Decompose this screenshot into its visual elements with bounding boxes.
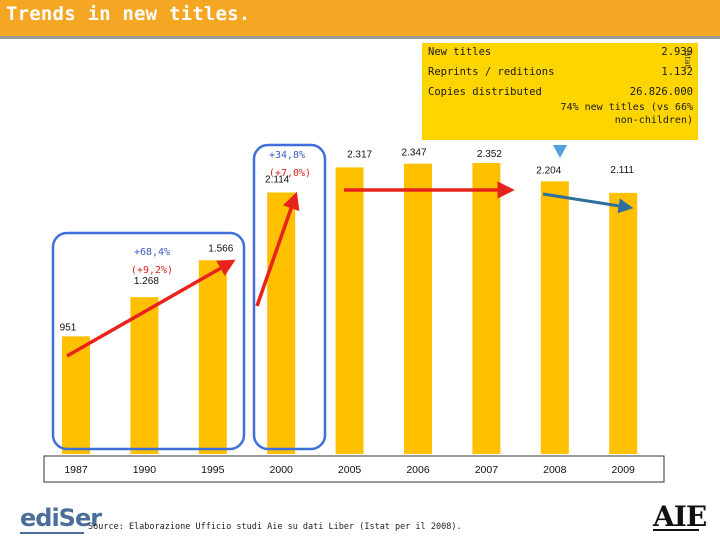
trend-arrow-2007-2009 xyxy=(542,192,634,214)
info-value-copies: 26.826.000 xyxy=(629,86,693,98)
tick-label-2000: 2000 xyxy=(270,464,294,476)
info-value-new-titles: 2.939 xyxy=(661,46,693,58)
info-label-reprints: Reprints / reditions xyxy=(428,66,555,78)
header-bar: Trends in new titles. xyxy=(0,0,720,36)
annotation-growth-2: +34,8% xyxy=(269,150,305,161)
info-note: 74% new titles (vs 66% non-children) xyxy=(560,102,693,126)
annotation-growth-2-sub: (+7,0%) xyxy=(269,168,311,179)
bar-1990 xyxy=(130,297,159,454)
bar-2008 xyxy=(540,181,569,454)
tick-label-1990: 1990 xyxy=(133,464,157,476)
data-label-2009: 2.111 xyxy=(610,165,634,176)
info-box xyxy=(422,43,698,140)
data-label-1990: 1.268 xyxy=(134,276,159,287)
data-label-2007: 2.352 xyxy=(477,149,502,160)
bar-1987 xyxy=(62,336,90,454)
tick-label-2006: 2006 xyxy=(406,464,430,476)
bar-1995 xyxy=(198,260,227,454)
annotation-growth-1: +68,4% xyxy=(134,247,170,258)
source-note: Source: Elaborazione Ufficio studi Aie s… xyxy=(88,522,462,532)
tick-label-2009: 2009 xyxy=(612,464,636,476)
bar-2007 xyxy=(472,163,501,454)
tick-label-2007: 2007 xyxy=(475,464,499,476)
data-label-1987: 951 xyxy=(60,322,77,333)
data-label-2008: 2.204 xyxy=(536,165,561,176)
ediser-logo: ediSer xyxy=(20,504,102,532)
tick-label-2005: 2005 xyxy=(338,464,362,476)
data-label-2000: 2.114 xyxy=(265,174,290,185)
bar-2006 xyxy=(404,163,432,454)
aie-logo: AIE xyxy=(653,500,707,533)
highlight-box-1987-1995 xyxy=(51,231,246,451)
category-axis-box xyxy=(43,455,665,483)
page-title: Trends in new titles. xyxy=(6,3,251,25)
aie-logo-underline xyxy=(653,529,699,531)
highlight-box-2000 xyxy=(252,143,327,451)
header-divider xyxy=(0,36,720,39)
annotation-growth-1-sub: (+9,2%) xyxy=(131,265,173,276)
ediser-logo-underline xyxy=(20,532,84,534)
trend-arrow-1995-2000 xyxy=(255,191,300,307)
bar-2005 xyxy=(335,167,364,454)
info-label-new-titles: New titles xyxy=(428,46,492,58)
tick-label-2008: 2008 xyxy=(543,464,567,476)
tick-label-1987: 1987 xyxy=(64,464,88,476)
data-label-2005: 2.317 xyxy=(347,149,372,160)
triangle-marker xyxy=(553,145,567,158)
tick-label-1995: 1995 xyxy=(201,464,225,476)
bar-2009 xyxy=(609,192,638,454)
data-label-1995: 1.566 xyxy=(208,243,233,254)
trend-arrow-1987-1995 xyxy=(66,259,236,358)
info-label-copies: Copies distributed xyxy=(428,86,542,98)
info-value-reprints: 1.132 xyxy=(661,66,693,78)
data-label-2006: 2.347 xyxy=(401,148,426,159)
